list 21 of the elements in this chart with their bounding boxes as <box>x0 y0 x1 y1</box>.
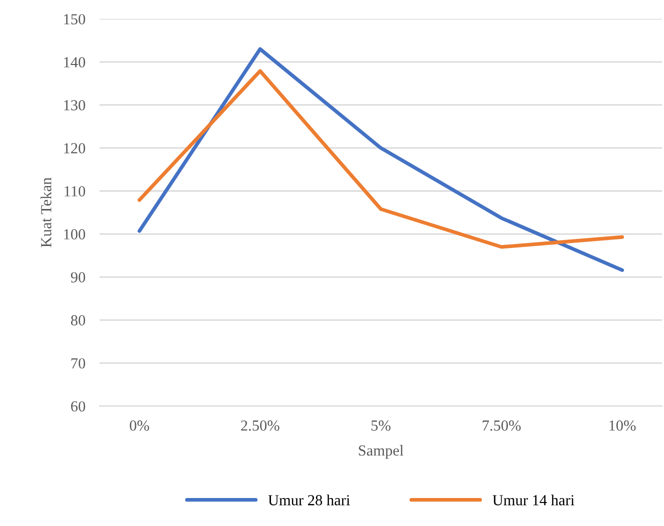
legend-label: Umur 14 hari <box>492 494 574 506</box>
x-tick-label: 10% <box>610 420 636 431</box>
y-tick-label: 100 <box>64 229 86 240</box>
y-tick-label: 120 <box>64 143 86 154</box>
legend-label: Umur 28 hari <box>268 494 350 506</box>
line-series <box>138 69 624 249</box>
y-tick-label: 140 <box>64 57 86 68</box>
x-axis-title: Sampel <box>358 444 404 459</box>
y-tick-label: 130 <box>64 100 86 110</box>
x-tick-label: 0% <box>130 420 150 431</box>
y-tick-label: 70 <box>71 358 86 369</box>
y-tick-label: 90 <box>70 272 86 282</box>
y-axis-title: Kuat Tekan <box>40 178 52 248</box>
line-series <box>138 47 624 272</box>
y-tick-label: 150 <box>64 14 86 24</box>
x-tick-label: 2.50% <box>241 420 280 431</box>
y-tick-label: 110 <box>64 186 86 196</box>
y-tick-label: 60 <box>71 401 86 412</box>
y-tick-label: 80 <box>71 315 86 326</box>
x-tick-label: 5% <box>372 420 390 431</box>
x-tick-label: 7.50% <box>482 420 521 431</box>
